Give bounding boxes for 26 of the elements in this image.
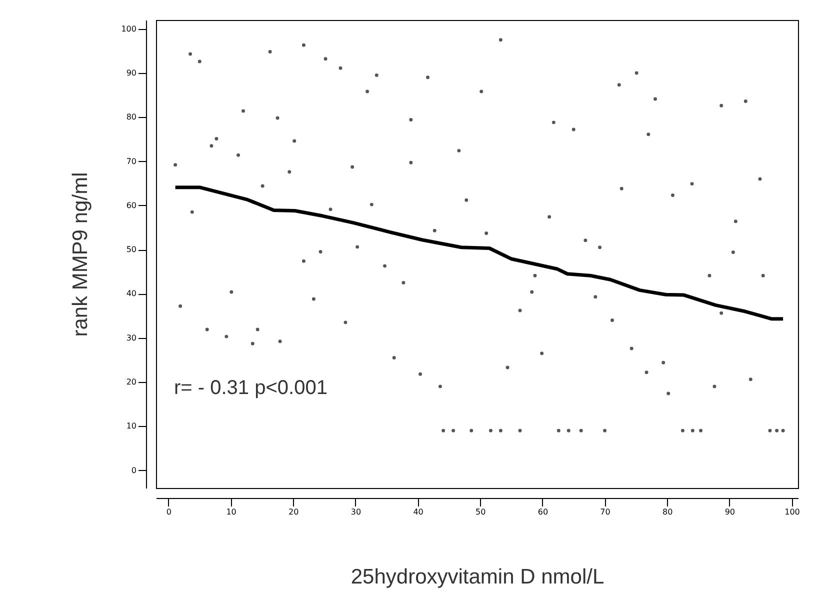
y-tick-label: 60 (126, 200, 136, 210)
x-tick-label: 40 (413, 508, 424, 516)
x-tick-label: 80 (662, 508, 673, 516)
y-tick-label: 90 (126, 68, 136, 78)
line-series (174, 186, 785, 321)
x-tick-label: 70 (600, 508, 610, 516)
y-tick-label: 100 (121, 24, 136, 34)
y-tick-label: 10 (126, 422, 136, 431)
x-tick-label: 0 (166, 508, 172, 516)
annotation: r= - 0.31 p<0.001 (174, 377, 328, 399)
y-tick-label: 40 (126, 289, 136, 298)
y-axis-title: rank MMP9 ng/ml (69, 172, 92, 337)
y-tick-label: 70 (126, 156, 136, 166)
x-tick-label: 20 (288, 508, 299, 516)
y-tick-label: 80 (126, 112, 136, 122)
x-tick-label: 30 (350, 508, 362, 516)
y-tick-label: 50 (126, 245, 136, 254)
x-axis-title: 25hydroxyvitamin D nmol/L (350, 566, 604, 588)
y-tick-label: 0 (131, 466, 136, 475)
x-tick-label: 90 (724, 508, 736, 516)
y-tick-label: 20 (126, 378, 136, 387)
y-tick-label: 30 (126, 333, 136, 342)
x-tick-label: 50 (476, 508, 486, 516)
x-tick-label: 60 (538, 508, 548, 516)
x-tick-label: 10 (226, 508, 236, 516)
x-tick-label: 100 (784, 508, 800, 516)
